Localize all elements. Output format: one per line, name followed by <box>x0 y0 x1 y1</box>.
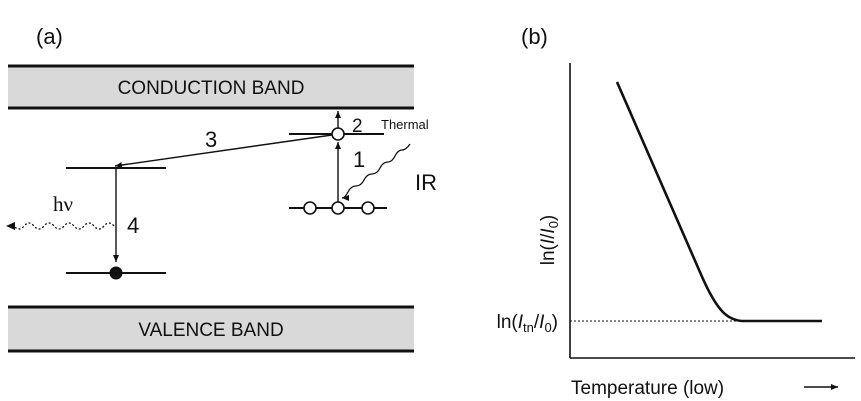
ir-label: IR <box>415 170 437 195</box>
panel-b-label: (b) <box>521 24 548 49</box>
panel-b: (b) ln(Itn/I0) ln(I/I0) Temperature (low… <box>497 24 855 399</box>
panel-a: (a) CONDUCTION BAND VALENCE BAND 1 2 The… <box>6 24 437 353</box>
hole-circle-center <box>331 201 345 215</box>
hole-circle-right <box>361 201 375 215</box>
excited-state-circle <box>331 127 345 141</box>
step-1-label: 1 <box>353 147 365 172</box>
x-axis-label: Temperature (low) <box>571 378 724 399</box>
thermal-label: Thermal <box>381 117 429 132</box>
valence-band-fill <box>8 307 414 351</box>
y-baseline-label: ln(Itn/I0) <box>497 312 558 335</box>
transition-3-arrow <box>114 134 333 168</box>
ir-wavy-arrow <box>341 143 411 201</box>
intensity-curve <box>615 81 822 323</box>
step-3-label: 3 <box>205 127 217 152</box>
photon-wavy-line <box>6 222 115 230</box>
y-axis-label: ln(I/I0) <box>538 215 561 266</box>
hole-circle-left <box>303 201 317 215</box>
conduction-band-fill <box>8 66 414 108</box>
conduction-band: CONDUCTION BAND <box>8 64 414 110</box>
valence-band: VALENCE BAND <box>8 305 414 353</box>
step-4-label: 4 <box>127 213 139 238</box>
photon-arrowhead <box>6 222 15 230</box>
photon-label: hν <box>53 192 73 216</box>
recombination-dot <box>109 266 123 280</box>
conduction-band-label: CONDUCTION BAND <box>118 78 305 99</box>
valence-band-label: VALENCE BAND <box>138 320 283 341</box>
step-2-label: 2 <box>352 116 363 137</box>
panel-a-label: (a) <box>36 24 63 49</box>
